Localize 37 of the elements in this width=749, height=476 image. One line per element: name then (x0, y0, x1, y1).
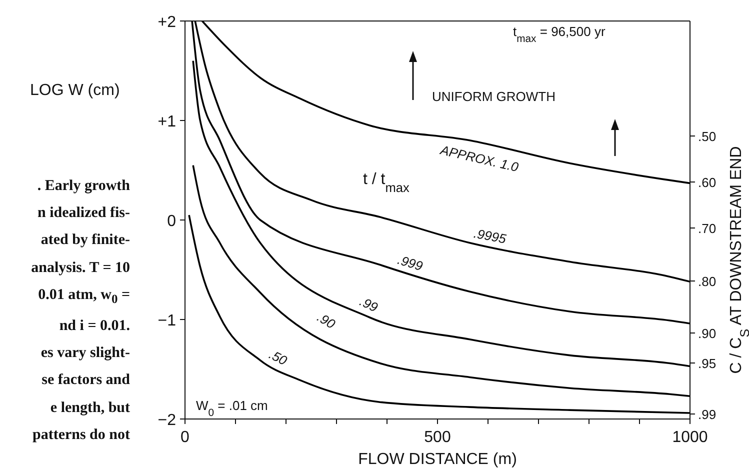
y-tick-label: +2 (158, 14, 176, 31)
text: ated by finite- (40, 232, 130, 248)
text: e length, but (50, 400, 130, 416)
text: .50 (698, 129, 716, 144)
y-tick-label: −1 (158, 312, 176, 330)
text: .999 (396, 252, 424, 274)
x-tick-label: 500 (424, 429, 451, 446)
text: .60 (698, 175, 716, 190)
text: se factors and (42, 372, 130, 388)
text: n idealized fis- (38, 205, 130, 222)
text: .90 (698, 326, 716, 341)
y-tick-label: −2 (158, 412, 176, 429)
x-tick-label: 0 (180, 429, 190, 446)
y-axis-title: LOG W (cm) (30, 82, 120, 100)
text: .80 (698, 274, 716, 289)
x-tick-label: 1000 (672, 429, 708, 446)
text: .99 (357, 294, 380, 315)
text: .90 (314, 309, 338, 332)
text: APPROX. 1.0 (438, 142, 521, 175)
y-tick-label: 0 (167, 213, 176, 230)
text: . Early growth (37, 178, 130, 194)
annotation: t$_{max}$ = 96,500 yr (513, 24, 606, 44)
text: .95 (698, 356, 716, 371)
annotation: W$_{0}$ = .01 cm (196, 398, 268, 418)
text: analysis. T = 10 (31, 260, 130, 276)
text: .9995 (472, 226, 508, 247)
text: .99 (698, 407, 716, 422)
y-tick-label: +1 (158, 114, 176, 130)
text: nd i = 0.01. (59, 318, 130, 334)
x-axis-title: FLOW DISTANCE (m) (358, 451, 517, 468)
text: patterns do not (32, 426, 130, 443)
annotation: t / t$_{max}$ (363, 171, 410, 194)
text: .50 (266, 346, 290, 369)
annotation: UNIFORM GROWTH (432, 89, 556, 104)
text: es vary slight- (40, 345, 130, 362)
text: 0.01 atm, w$_{0}$ = (38, 286, 130, 306)
text: .70 (698, 221, 716, 236)
